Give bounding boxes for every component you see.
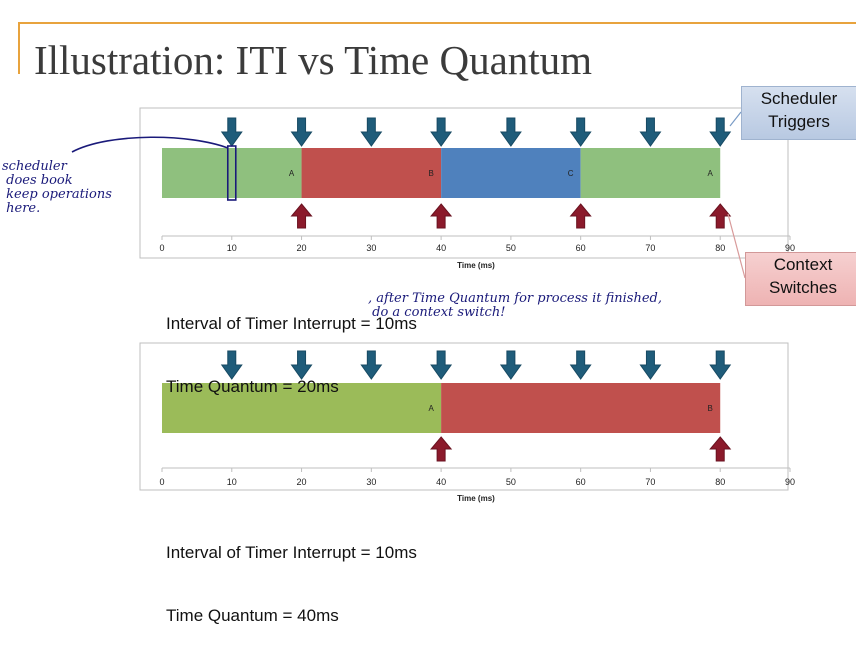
segment-label: A: [708, 169, 714, 178]
context-switch-arrow: [709, 203, 732, 229]
scheduler-callout-connector: [729, 111, 742, 127]
slide-title: Illustration: ITI vs Time Quantum: [34, 37, 593, 83]
x-tick-label: 70: [645, 477, 655, 487]
context-callout-connector: [727, 213, 746, 279]
scheduler-trigger-arrow: [290, 117, 313, 147]
scheduler-trigger-arrow: [290, 350, 313, 380]
iti-text-2: Interval of Timer Interrupt = 10ms: [166, 543, 417, 562]
segment-a-4: [580, 148, 721, 198]
x-tick-label: 90: [785, 477, 795, 487]
x-tick-label: 10: [227, 477, 237, 487]
scheduler-trigger-arrow: [639, 117, 662, 147]
x-tick-label: 10: [227, 243, 237, 253]
scheduler-trigger-arrow: [430, 117, 453, 147]
segment-label: A: [289, 169, 295, 178]
x-tick-label: 70: [645, 243, 655, 253]
scheduler-trigger-arrow: [430, 350, 453, 380]
title-accent-line: [18, 22, 856, 24]
scheduler-trigger-arrow: [569, 350, 592, 380]
scheduler-trigger-arrow: [360, 117, 383, 147]
handwritten-highlight-box: [226, 145, 237, 201]
x-tick-label: 30: [366, 243, 376, 253]
context-switch-arrow: [709, 436, 732, 462]
segment-label: B: [428, 169, 433, 178]
segment-b-2: [301, 148, 442, 198]
context-switch-arrow: [430, 436, 453, 462]
x-tick-label: 50: [506, 243, 516, 253]
scheduler-triggers-callout: Scheduler Triggers: [741, 86, 856, 140]
segment-label: B: [708, 404, 713, 413]
segment-c-3: [441, 148, 581, 198]
scheduler-trigger-arrow: [220, 350, 243, 380]
scheduler-trigger-arrow: [639, 350, 662, 380]
segment-b-2: [441, 383, 721, 433]
handwritten-note-left: scheduler does book keep operations here…: [2, 159, 112, 216]
scheduler-trigger-arrow: [709, 117, 732, 147]
timeline-charts: A B C A 0 10 20 30 40 50 60 70 80 90 Time (ms) A B 0 10 20 3…: [71, 107, 795, 503]
context-switch-arrow: [430, 203, 453, 229]
quantum-text-1: Time Quantum = 20ms: [166, 377, 339, 396]
x-tick-label: 50: [506, 477, 516, 487]
title-accent-bar: [18, 22, 20, 74]
context-switches-callout: Context Switches: [745, 252, 856, 306]
x-tick-label: 90: [785, 243, 795, 253]
x-tick-label: 80: [715, 243, 725, 253]
x-tick-label: 0: [159, 243, 164, 253]
x-axis-title: Time (ms): [457, 494, 495, 503]
handwritten-connector: [71, 136, 229, 153]
x-tick-label: 0: [159, 477, 164, 487]
segment-a-1: [162, 383, 442, 433]
x-tick-label: 20: [297, 243, 307, 253]
x-tick-label: 80: [715, 477, 725, 487]
scheduler-trigger-arrow: [499, 350, 522, 380]
scheduler-trigger-arrow: [709, 350, 732, 380]
x-tick-label: 40: [436, 477, 446, 487]
segment-a-1: [162, 148, 302, 198]
scheduler-trigger-arrow: [360, 350, 383, 380]
handwritten-note-right: , after Time Quantum for process it fini…: [368, 291, 662, 320]
segment-label: A: [428, 404, 434, 413]
x-tick-label: 60: [576, 477, 586, 487]
quantum-text-2: Time Quantum = 40ms: [166, 606, 339, 625]
info-block-2: Interval of Timer Interrupt = 10ms Time …: [166, 500, 417, 647]
x-tick-label: 40: [436, 243, 446, 253]
x-axis-title: Time (ms): [457, 261, 495, 270]
context-switch-arrow: [290, 203, 313, 229]
scheduler-trigger-arrow: [220, 117, 243, 147]
scheduler-trigger-arrow: [499, 117, 522, 147]
x-tick-label: 30: [366, 477, 376, 487]
context-switch-arrow: [569, 203, 592, 229]
iti-text-1: Interval of Timer Interrupt = 10ms: [166, 314, 417, 333]
scheduler-trigger-arrow: [569, 117, 592, 147]
info-block-1: Interval of Timer Interrupt = 10ms Time …: [166, 271, 417, 418]
x-tick-label: 20: [297, 477, 307, 487]
segment-label: C: [568, 169, 574, 178]
x-tick-label: 60: [576, 243, 586, 253]
